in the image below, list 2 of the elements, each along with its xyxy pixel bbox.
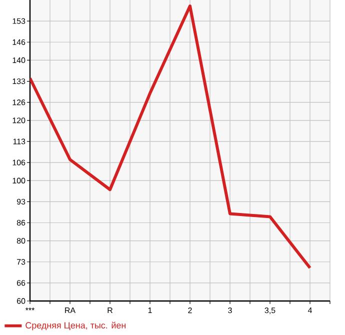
legend-label: Средняя Цена, тыс. йен <box>26 322 126 330</box>
line-series <box>30 4 312 270</box>
